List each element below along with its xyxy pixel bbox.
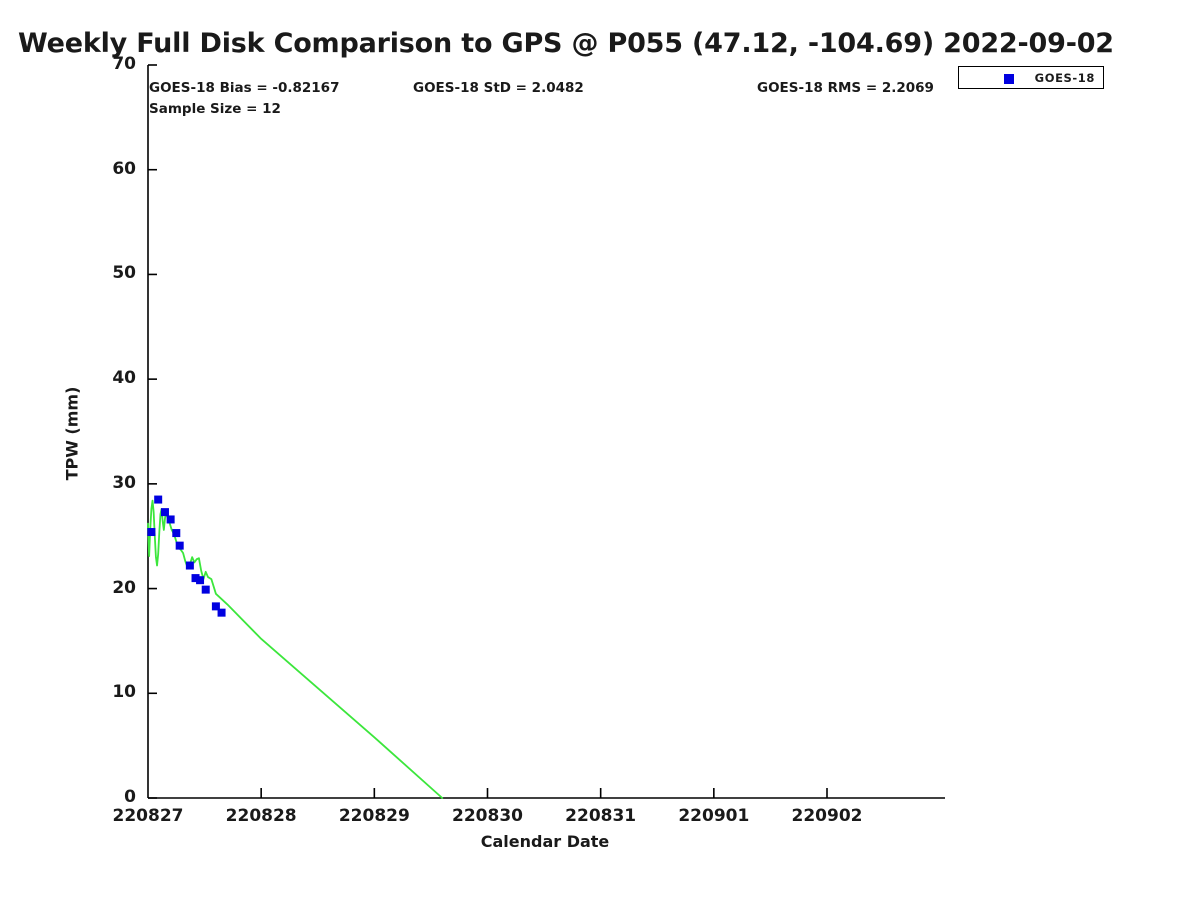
- y-tick-label: 30: [112, 472, 136, 493]
- data-point-marker: [160, 508, 169, 517]
- y-tick-label: 10: [112, 682, 136, 703]
- x-tick-label: 220902: [791, 806, 863, 826]
- x-tick-label: 220828: [225, 806, 297, 826]
- data-point-marker: [201, 585, 210, 594]
- data-point-marker: [191, 574, 200, 583]
- x-axis-ticks: [260, 788, 828, 798]
- axis-lines: [147, 65, 945, 799]
- data-point-marker: [185, 561, 194, 570]
- data-point-marker: [196, 576, 205, 585]
- y-tick-label: 60: [112, 158, 136, 179]
- gps-series-line: [147, 499, 444, 799]
- y-tick-label: 40: [112, 368, 136, 389]
- gps-polyline: [147, 499, 444, 799]
- data-point-marker: [154, 495, 163, 504]
- x-tick-label: 220829: [338, 806, 410, 826]
- data-point-marker: [175, 541, 184, 550]
- y-tick-label: 20: [112, 577, 136, 598]
- x-tick-label: 220827: [112, 806, 184, 826]
- y-axis-ticks: [148, 64, 157, 799]
- y-tick-label: 50: [112, 263, 136, 284]
- x-tick-label: 220830: [452, 806, 523, 826]
- stat-std-label: GOES-18 StD = 2.0482: [413, 80, 584, 96]
- stat-bias-label: GOES-18 Bias = -0.82167: [149, 80, 340, 96]
- legend: GOES-18: [958, 66, 1104, 89]
- x-tick-label: 220831: [565, 806, 637, 826]
- x-tick-label: 220901: [678, 806, 750, 826]
- data-point-marker: [147, 528, 156, 537]
- x-axis-label: Calendar Date: [480, 832, 610, 851]
- data-point-marker: [217, 608, 226, 617]
- legend-label-goes18: GOES-18: [1034, 71, 1095, 85]
- data-point-marker: [211, 602, 220, 611]
- page-title: Weekly Full Disk Comparison to GPS @ P05…: [18, 28, 1114, 59]
- y-tick-label: 0: [124, 787, 136, 807]
- legend-swatch-goes18: [1004, 74, 1014, 84]
- y-tick-label: 70: [112, 54, 136, 74]
- goes18-series-markers: [147, 495, 226, 617]
- stat-rms-label: GOES-18 RMS = 2.2069: [757, 80, 934, 96]
- data-point-marker: [172, 529, 181, 538]
- stat-sample-size-label: Sample Size = 12: [149, 101, 281, 117]
- data-point-marker: [166, 515, 175, 524]
